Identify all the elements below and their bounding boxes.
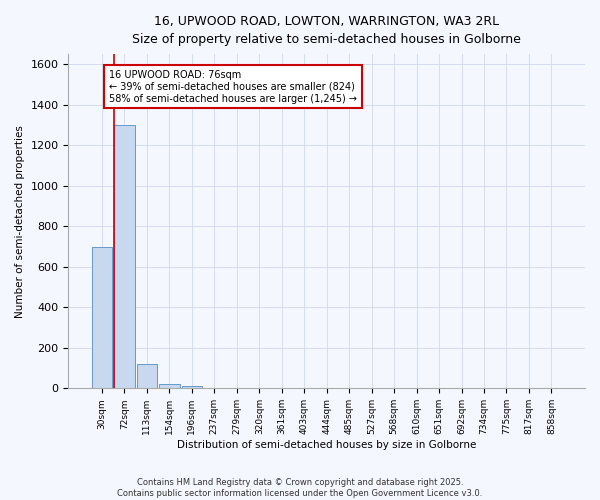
Bar (137, 364, 157, 388)
Text: Contains HM Land Registry data © Crown copyright and database right 2025.
Contai: Contains HM Land Registry data © Crown c… (118, 478, 482, 498)
Bar (159, 384, 179, 388)
Bar (92, 246, 112, 388)
Text: 16 UPWOOD ROAD: 76sqm
← 39% of semi-detached houses are smaller (824)
58% of sem: 16 UPWOOD ROAD: 76sqm ← 39% of semi-deta… (109, 70, 357, 104)
Y-axis label: Number of semi-detached properties: Number of semi-detached properties (15, 125, 25, 318)
Title: 16, UPWOOD ROAD, LOWTON, WARRINGTON, WA3 2RL
Size of property relative to semi-d: 16, UPWOOD ROAD, LOWTON, WARRINGTON, WA3… (132, 15, 521, 46)
X-axis label: Distribution of semi-detached houses by size in Golborne: Distribution of semi-detached houses by … (177, 440, 476, 450)
Bar (182, 386, 202, 388)
Bar (115, 125, 134, 388)
